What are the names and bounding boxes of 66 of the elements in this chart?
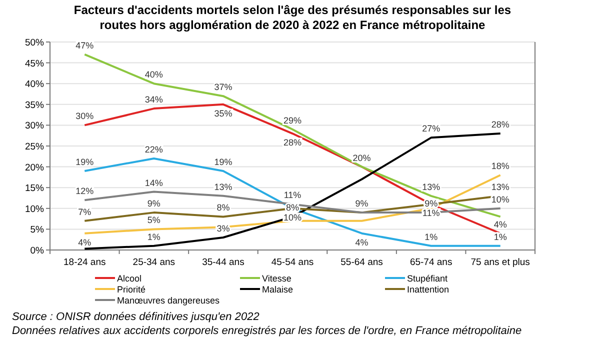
data-label: 3% [216, 224, 230, 234]
data-label: 1% [424, 232, 438, 242]
chart-title: Facteurs d'accidents mortels selon l'âge des présumés responsables sur les routes hors agglomération de 2020 à 2022 en France métropolitaine [74, 3, 512, 32]
text: Données relatives aux accidents corporels enregistrés par les forces de l'ordre, en France métropolitaine [12, 325, 522, 337]
data-label: 18% [491, 161, 510, 172]
data-label: 19% [214, 156, 232, 167]
y-tick-label: 50% [24, 38, 45, 48]
x-tick-label: 55-64 ans [340, 257, 384, 268]
x-tick-label: 35-44 ans [202, 257, 245, 268]
data-label: 20% [352, 152, 371, 163]
data-label: 29% [283, 115, 302, 126]
data-label: 28% [283, 138, 302, 148]
data-label: 13% [491, 182, 510, 192]
legend-label: Stupéfiant [407, 274, 448, 284]
data-label: 4% [355, 237, 368, 248]
x-tick-label: 75 ans et plus [470, 257, 530, 268]
legend-label: Malaise [262, 284, 294, 294]
data-label: 1% [494, 232, 507, 242]
x-tick-label: 25-34 ans [132, 257, 176, 268]
data-label: 37% [214, 82, 232, 92]
data-label: 40% [144, 70, 163, 80]
x-tick-label: 45-54 ans [271, 257, 314, 268]
y-tick-label: 0% [30, 246, 45, 256]
y-tick-label: 40% [24, 79, 45, 90]
legend-label: Vitesse [262, 274, 292, 284]
x-tick-label: 18-24 ans [64, 257, 106, 268]
data-label: 4% [78, 237, 92, 248]
legend-label: Priorité [117, 284, 146, 294]
data-label: 13% [214, 182, 232, 192]
data-label: 9% [147, 198, 160, 209]
data-label: 5% [147, 215, 160, 226]
y-tick-label: 30% [24, 120, 45, 132]
x-tick-label: 65-74 ans [410, 257, 452, 268]
data-label: 8% [286, 202, 300, 213]
y-tick-label: 10% [24, 204, 45, 215]
data-label: 28% [491, 120, 510, 130]
y-tick-label: 35% [24, 100, 45, 111]
y-tick-label: 15% [24, 183, 45, 194]
data-label: 14% [144, 178, 163, 188]
data-label: 30% [76, 111, 94, 122]
data-label: 19% [76, 156, 94, 167]
y-tick-label: 5% [30, 224, 45, 236]
data-label: 13% [422, 182, 440, 192]
data-label: 10% [283, 212, 302, 222]
data-label: 11% [422, 208, 440, 218]
y-tick-label: 20% [24, 162, 45, 174]
y-tick-label: 25% [24, 142, 45, 152]
data-label: 9% [424, 198, 438, 209]
data-label: 11% [284, 190, 302, 200]
source-note: Source : ONISR données définitives jusqu'en 2022 [12, 311, 260, 323]
data-label: 12% [76, 186, 94, 196]
data-label: 34% [144, 94, 163, 105]
data-label: 35% [214, 108, 232, 118]
data-label: 9% [355, 198, 368, 209]
legend-label: Alcool [117, 274, 142, 284]
data-label: 27% [422, 124, 440, 134]
data-label: 1% [147, 232, 160, 242]
data-label: 8% [216, 202, 230, 213]
data-label: 22% [144, 144, 163, 154]
legend-label: Inattention [407, 284, 450, 294]
data-label: 47% [76, 40, 94, 50]
data-label: 7% [78, 206, 92, 217]
data-label: 10% [491, 194, 510, 204]
y-tick-label: 45% [24, 58, 45, 70]
data-label: 4% [494, 219, 507, 230]
legend-label: Manœuvres dangereuses [117, 296, 220, 306]
